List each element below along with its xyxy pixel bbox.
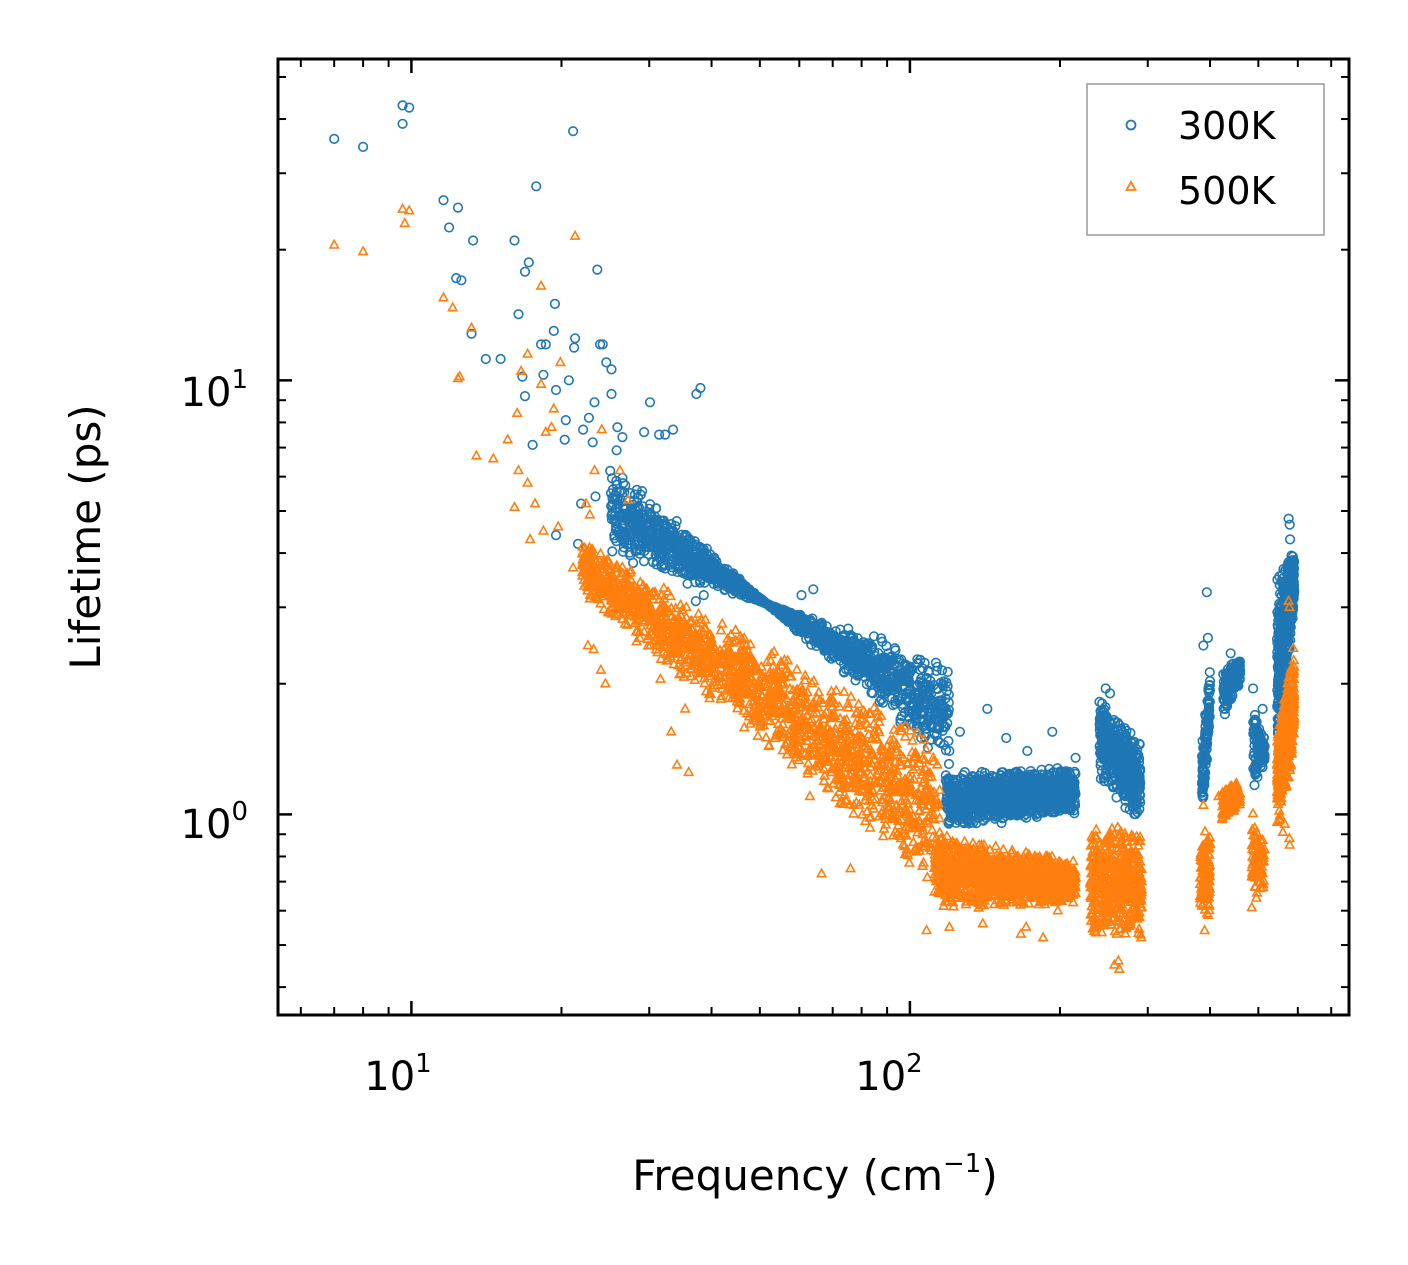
point-300k bbox=[689, 536, 700, 547]
point-300k bbox=[667, 424, 679, 435]
point-300k bbox=[897, 698, 908, 710]
point-300k bbox=[942, 681, 953, 692]
point-300k bbox=[583, 412, 595, 423]
point-300k bbox=[644, 397, 656, 408]
point-300k bbox=[468, 235, 479, 246]
point-300k bbox=[644, 503, 655, 514]
point-300k bbox=[881, 640, 892, 652]
point-300k bbox=[954, 726, 966, 737]
point-300k bbox=[1284, 534, 1296, 545]
point-300k bbox=[1001, 732, 1012, 744]
point-300k bbox=[1201, 587, 1212, 598]
point-300k bbox=[523, 257, 534, 268]
point-300k bbox=[540, 339, 551, 350]
series-300k bbox=[329, 100, 1300, 829]
point-300k bbox=[592, 264, 603, 275]
point-300k bbox=[535, 339, 547, 350]
point-300k bbox=[931, 665, 942, 677]
point-300k bbox=[527, 439, 538, 451]
point-300k bbox=[601, 357, 612, 368]
point-300k bbox=[936, 665, 948, 676]
point-300k bbox=[519, 266, 531, 277]
point-300k bbox=[549, 298, 561, 310]
point-300k bbox=[1247, 683, 1259, 694]
point-300k bbox=[548, 325, 559, 337]
point-300k bbox=[509, 235, 520, 246]
point-300k bbox=[874, 696, 885, 707]
point-300k bbox=[597, 339, 608, 350]
point-300k bbox=[605, 465, 616, 477]
point-300k bbox=[690, 595, 701, 607]
point-300k bbox=[329, 133, 340, 144]
point-300k bbox=[531, 181, 542, 192]
point-300k bbox=[843, 623, 854, 634]
point-300k bbox=[560, 415, 571, 426]
point-300k bbox=[538, 369, 549, 380]
point-300k bbox=[444, 222, 455, 233]
point-300k bbox=[695, 382, 706, 394]
point-300k bbox=[638, 427, 650, 438]
point-300k bbox=[1104, 688, 1116, 699]
point-300k bbox=[982, 703, 993, 715]
point-300k bbox=[466, 328, 477, 339]
point-300k bbox=[513, 309, 524, 320]
point-300k bbox=[1283, 513, 1294, 524]
point-300k bbox=[397, 118, 408, 129]
point-300k bbox=[808, 584, 819, 595]
point-300k bbox=[438, 195, 449, 206]
point-300k bbox=[796, 589, 807, 601]
point-300k bbox=[480, 353, 491, 365]
point-300k bbox=[550, 529, 562, 541]
point-300k bbox=[452, 202, 464, 213]
point-300k bbox=[397, 100, 408, 111]
point-300k bbox=[575, 498, 587, 509]
point-300k bbox=[590, 491, 601, 502]
point-300k bbox=[1225, 648, 1236, 659]
point-300k bbox=[698, 589, 709, 601]
point-300k bbox=[653, 429, 665, 440]
point-300k bbox=[1257, 703, 1268, 715]
point-300k bbox=[609, 530, 620, 541]
point-300k bbox=[568, 342, 580, 353]
plot-area bbox=[328, 100, 1300, 974]
point-300k bbox=[563, 375, 575, 386]
point-300k bbox=[404, 102, 415, 113]
point-300k bbox=[1284, 519, 1295, 530]
point-300k bbox=[607, 546, 618, 557]
point-300k bbox=[617, 432, 628, 443]
point-300k bbox=[1022, 745, 1033, 757]
point-300k bbox=[1202, 632, 1213, 644]
point-300k bbox=[577, 424, 589, 435]
point-300k bbox=[517, 371, 528, 382]
point-300k bbox=[612, 422, 623, 433]
point-300k bbox=[567, 126, 579, 137]
point-300k bbox=[887, 693, 898, 704]
point-300k bbox=[550, 384, 562, 396]
point-300k bbox=[1047, 726, 1058, 737]
point-300k bbox=[631, 545, 642, 556]
series-layer bbox=[328, 100, 1300, 974]
point-300k bbox=[589, 397, 600, 408]
point-300k bbox=[943, 758, 955, 770]
point-300k bbox=[587, 437, 598, 448]
point-300k bbox=[519, 391, 531, 402]
point-300k bbox=[606, 364, 617, 375]
point-300k bbox=[1198, 640, 1209, 651]
point-300k bbox=[495, 353, 506, 365]
point-300k bbox=[451, 273, 462, 284]
point-300k bbox=[938, 739, 950, 751]
point-300k bbox=[606, 388, 617, 400]
point-300k bbox=[456, 275, 467, 286]
point-300k bbox=[559, 434, 570, 445]
point-300k bbox=[890, 698, 901, 710]
point-300k bbox=[611, 523, 622, 534]
point-300k bbox=[358, 141, 369, 152]
point-300k bbox=[1070, 752, 1081, 763]
point-300k bbox=[660, 429, 671, 440]
point-300k bbox=[611, 445, 622, 456]
